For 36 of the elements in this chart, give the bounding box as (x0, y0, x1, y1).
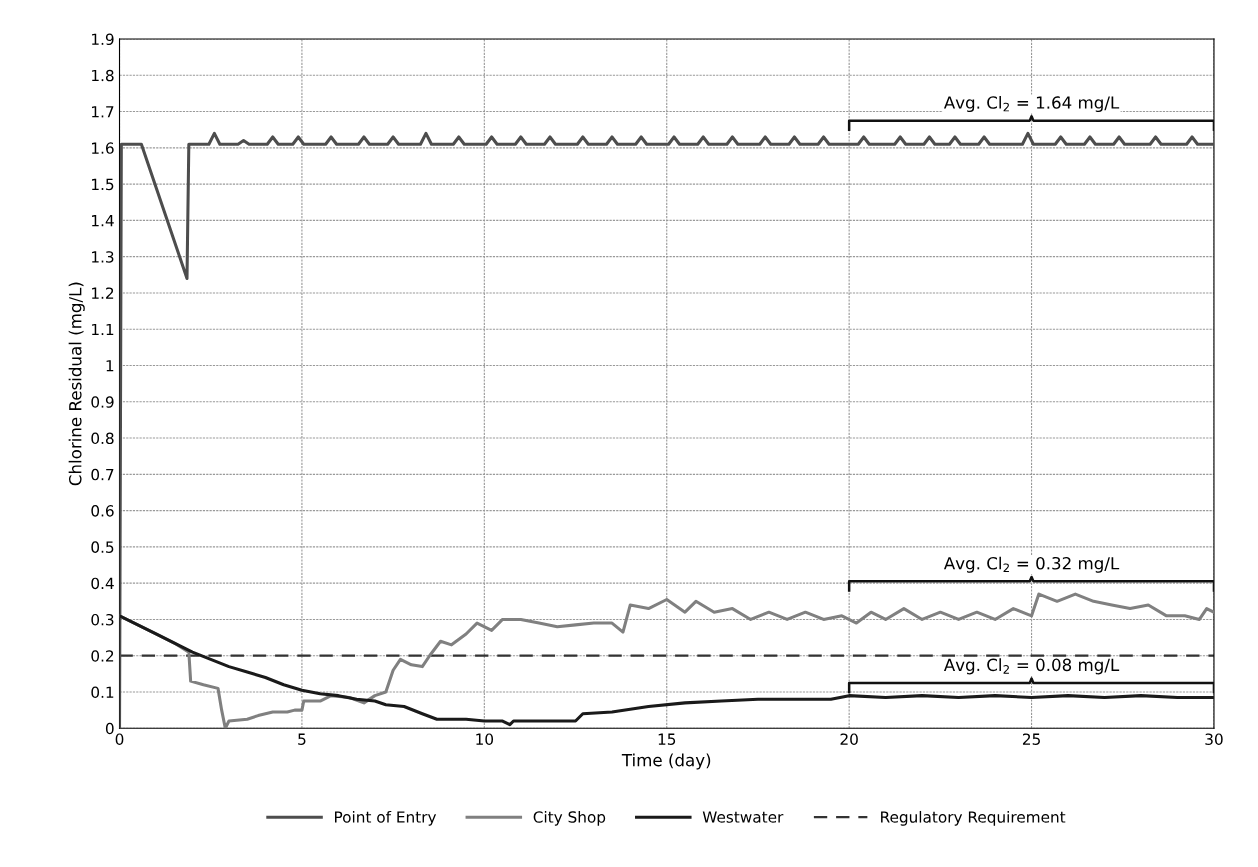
x-tick-label: 15 (658, 733, 676, 745)
y-tick-label: 0.6 (91, 505, 114, 517)
legend-label: Point of Entry (335, 810, 437, 826)
y-tick-label: 1.3 (92, 251, 114, 263)
x-axis-title: Time (day) (621, 753, 711, 770)
y-tick-label: 0.5 (91, 541, 114, 553)
y-tick-label: 0.1 (91, 686, 114, 699)
annotation: Avg. Cl$_{2}$ = 0.08 mg/L (943, 658, 1120, 675)
y-axis-title: Chlorine Residual (mg/L) (68, 282, 85, 486)
y-tick-label: 1.4 (92, 215, 114, 227)
legend-label: Regulatory Requirement (881, 810, 1066, 826)
x-tick-label: 0 (115, 733, 124, 745)
y-tick-label: 1.1 (92, 323, 114, 336)
y-tick-label: 0.9 (91, 396, 114, 408)
annotation: Avg. Cl$_{2}$ = 1.64 mg/L (943, 95, 1120, 113)
legend-label: City Shop (533, 810, 606, 826)
x-tick-label: 25 (1022, 733, 1040, 745)
legend-label: Westwater (702, 811, 784, 823)
y-tick-label: 1.8 (92, 69, 114, 82)
y-tick-label: 0.2 (91, 650, 114, 662)
y-tick-label: 0 (105, 722, 114, 735)
y-tick-label: 1.9 (92, 33, 114, 46)
x-tick-label: 5 (298, 733, 306, 745)
y-tick-label: 0.8 (91, 432, 114, 445)
x-tick-label: 20 (840, 733, 858, 745)
annotation: Avg. Cl$_{2}$ = 0.32 mg/L (943, 556, 1120, 573)
x-tick-label: 30 (1205, 733, 1223, 745)
y-tick-label: 0.7 (91, 468, 114, 481)
y-tick-label: 1 (106, 360, 114, 372)
y-tick-label: 1.6 (92, 142, 114, 154)
y-tick-label: 1.7 (92, 106, 114, 118)
y-tick-label: 0.4 (91, 577, 114, 590)
y-tick-label: 0.3 (91, 613, 114, 626)
x-tick-label: 10 (476, 733, 494, 745)
y-tick-label: 1.5 (92, 178, 114, 191)
y-tick-label: 1.2 (92, 287, 114, 299)
